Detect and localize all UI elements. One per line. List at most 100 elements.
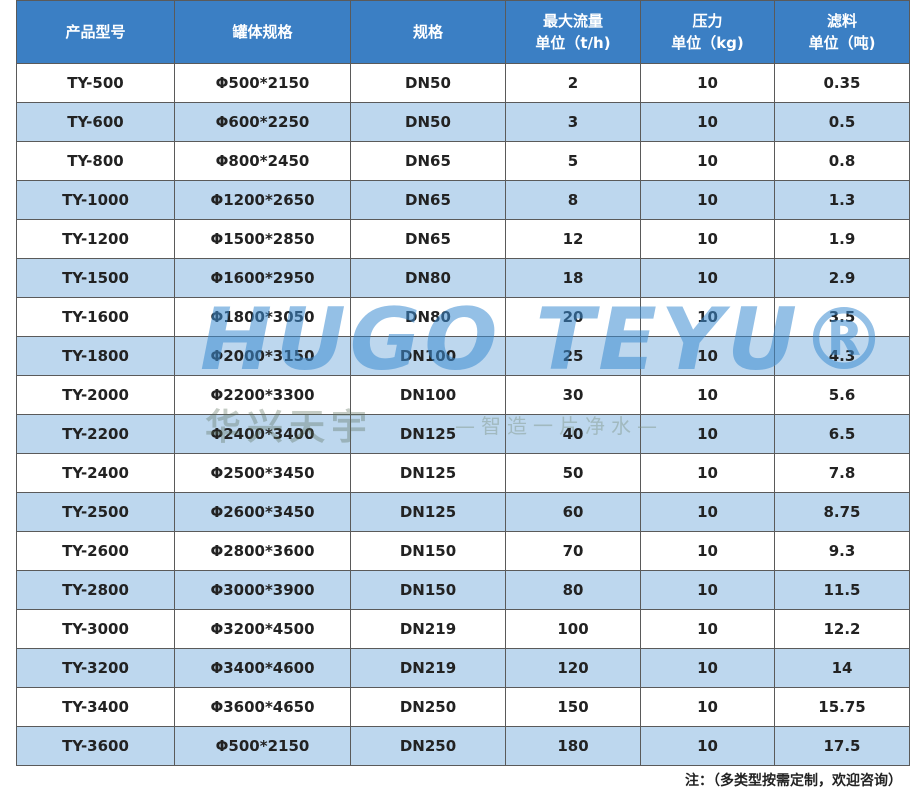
table-cell: 12.2 (774, 609, 910, 649)
table-cell: 7.8 (774, 453, 910, 493)
table-cell: TY-1600 (16, 297, 175, 337)
table-row: TY-2500 Φ2600*3450 DN125 60 10 8.75 (16, 492, 910, 532)
table-cell: 0.8 (774, 141, 910, 181)
table-cell: 10 (640, 102, 775, 142)
table-cell: DN80 (350, 297, 506, 337)
table-cell: 10 (640, 726, 775, 766)
table-cell: 10 (640, 297, 775, 337)
table-cell: 4.3 (774, 336, 910, 376)
table-cell: DN65 (350, 141, 506, 181)
table-cell: TY-800 (16, 141, 175, 181)
table-row: TY-2600 Φ2800*3600 DN150 70 10 9.3 (16, 531, 910, 571)
table-cell: 11.5 (774, 570, 910, 610)
table-row: TY-2000 Φ2200*3300 DN100 30 10 5.6 (16, 375, 910, 415)
table-row: TY-2800 Φ3000*3900 DN150 80 10 11.5 (16, 570, 910, 610)
table-cell: Φ1800*3050 (174, 297, 351, 337)
table-cell: 5.6 (774, 375, 910, 415)
table-cell: 10 (640, 492, 775, 532)
table-row: TY-3000 Φ3200*4500 DN219 100 10 12.2 (16, 609, 910, 649)
table-cell: TY-2600 (16, 531, 175, 571)
table-cell: 2 (505, 63, 641, 103)
table-cell: 70 (505, 531, 641, 571)
table-row: TY-1200 Φ1500*2850 DN65 12 10 1.9 (16, 219, 910, 259)
table-cell: 5 (505, 141, 641, 181)
table-body: TY-500 Φ500*2150 DN50 2 10 0.35 TY-600 Φ600*225… (16, 63, 910, 766)
table-cell: 0.35 (774, 63, 910, 103)
table-cell: DN125 (350, 414, 506, 454)
table-cell: TY-3600 (16, 726, 175, 766)
table-cell: TY-2400 (16, 453, 175, 493)
table-cell: Φ1200*2650 (174, 180, 351, 220)
table-cell: DN50 (350, 102, 506, 142)
table-cell: 10 (640, 453, 775, 493)
table-cell: Φ1600*2950 (174, 258, 351, 298)
table-cell: 6.5 (774, 414, 910, 454)
table-cell: 40 (505, 414, 641, 454)
table-row: TY-600 Φ600*2250 DN50 3 10 0.5 (16, 102, 910, 142)
table-cell: Φ2600*3450 (174, 492, 351, 532)
spec-table: 产品型号 罐体规格 规格 最大流量 单位（t/h) 压力 单位（kg) 滤料 单位（吨) … (16, 0, 910, 766)
table-cell: TY-2800 (16, 570, 175, 610)
table-cell: DN150 (350, 570, 506, 610)
table-cell: 10 (640, 531, 775, 571)
table-row: TY-800 Φ800*2450 DN65 5 10 0.8 (16, 141, 910, 181)
table-cell: 10 (640, 336, 775, 376)
table-cell: Φ3000*3900 (174, 570, 351, 610)
table-cell: 60 (505, 492, 641, 532)
table-cell: Φ500*2150 (174, 63, 351, 103)
table-row: TY-1800 Φ2000*3150 DN100 25 10 4.3 (16, 336, 910, 376)
table-row: TY-3200 Φ3400*4600 DN219 120 10 14 (16, 648, 910, 688)
table-cell: Φ3400*4600 (174, 648, 351, 688)
table-cell: 18 (505, 258, 641, 298)
table-cell: TY-2000 (16, 375, 175, 415)
table-row: TY-500 Φ500*2150 DN50 2 10 0.35 (16, 63, 910, 103)
note: 注：（多类型按需定制，欢迎咨询） (685, 773, 902, 789)
table-cell: 30 (505, 375, 641, 415)
table-cell: 120 (505, 648, 641, 688)
header-cell: 滤料 单位（吨) (774, 0, 910, 64)
table-cell: 10 (640, 180, 775, 220)
table-cell: TY-1800 (16, 336, 175, 376)
table-cell: DN65 (350, 219, 506, 259)
table-row: TY-1000 Φ1200*2650 DN65 8 10 1.3 (16, 180, 910, 220)
table-cell: 150 (505, 687, 641, 727)
table-cell: Φ2200*3300 (174, 375, 351, 415)
table-cell: 10 (640, 609, 775, 649)
header-cell: 产品型号 (16, 0, 175, 64)
table-cell: Φ500*2150 (174, 726, 351, 766)
table-cell: 10 (640, 375, 775, 415)
table-cell: 10 (640, 141, 775, 181)
table-cell: 1.3 (774, 180, 910, 220)
table-cell: Φ1500*2850 (174, 219, 351, 259)
table-cell: 8.75 (774, 492, 910, 532)
table-cell: DN219 (350, 648, 506, 688)
header-cell: 最大流量 单位（t/h) (505, 0, 641, 64)
table-row: TY-3600 Φ500*2150 DN250 180 10 17.5 (16, 726, 910, 766)
table-cell: TY-600 (16, 102, 175, 142)
table-cell: Φ2000*3150 (174, 336, 351, 376)
table-cell: 2.9 (774, 258, 910, 298)
table-cell: 3.5 (774, 297, 910, 337)
table-cell: DN100 (350, 336, 506, 376)
table-cell: TY-1200 (16, 219, 175, 259)
table-cell: TY-3000 (16, 609, 175, 649)
table-cell: Φ3600*4650 (174, 687, 351, 727)
table-cell: 100 (505, 609, 641, 649)
table-cell: DN100 (350, 375, 506, 415)
table-cell: DN219 (350, 609, 506, 649)
table-cell: DN65 (350, 180, 506, 220)
table-cell: 8 (505, 180, 641, 220)
table-cell: TY-500 (16, 63, 175, 103)
table-cell: 10 (640, 570, 775, 610)
table-cell: TY-2200 (16, 414, 175, 454)
table-row: TY-1600 Φ1800*3050 DN80 20 10 3.5 (16, 297, 910, 337)
table-cell: 15.75 (774, 687, 910, 727)
table-cell: 10 (640, 414, 775, 454)
table-cell: TY-1500 (16, 258, 175, 298)
table-row: TY-1500 Φ1600*2950 DN80 18 10 2.9 (16, 258, 910, 298)
table-cell: 10 (640, 63, 775, 103)
table-cell: DN250 (350, 726, 506, 766)
table-cell: TY-3400 (16, 687, 175, 727)
table-cell: 9.3 (774, 531, 910, 571)
